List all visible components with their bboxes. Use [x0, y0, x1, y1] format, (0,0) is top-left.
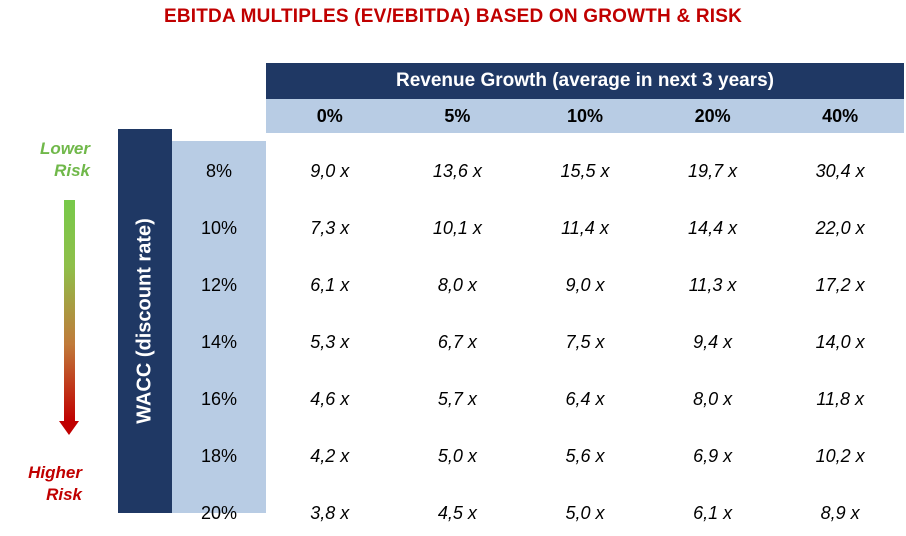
wacc-rate-cell: 14% [200, 331, 238, 352]
revenue-growth-header: Revenue Growth (average in next 3 years) [266, 63, 904, 99]
wacc-header-bar: WACC (discount rate) [118, 129, 172, 513]
multiple-cell: 22,0 x [815, 217, 865, 238]
multiple-cell: 5,0 x [437, 445, 477, 466]
rate-column-background [172, 141, 266, 513]
multiple-cell: 6,9 x [693, 445, 733, 466]
multiple-cell: 4,2 x [310, 445, 350, 466]
column-header-1: 5% [444, 105, 471, 126]
multiple-cell: 19,7 x [688, 160, 738, 181]
wacc-rate-cell: 12% [200, 274, 238, 295]
multiple-cell: 11,3 x [688, 274, 737, 295]
multiple-cell: 9,4 x [693, 331, 733, 352]
wacc-rate-cell: 10% [200, 217, 238, 238]
multiple-cell: 14,4 x [688, 217, 738, 238]
multiple-cell: 11,4 x [561, 217, 609, 238]
multiple-cell: 8,0 x [437, 274, 477, 295]
multiple-cell: 11,8 x [816, 388, 865, 409]
multiple-cell: 8,0 x [693, 388, 733, 409]
multiple-cell: 6,1 x [693, 502, 733, 523]
multiple-cell: 6,7 x [437, 331, 477, 352]
multiple-cell: 3,8 x [310, 502, 350, 523]
multiple-cell: 14,0 x [815, 331, 865, 352]
column-header-3: 20% [694, 105, 731, 126]
table-row: 12% 6,1 x 8,0 x 9,0 x 11,3 x 17,2 x [172, 262, 904, 308]
risk-arrow-shaft [64, 200, 75, 422]
risk-arrow-down-icon [59, 421, 79, 435]
table-row: 8% 9,0 x 13,6 x 15,5 x 19,7 x 30,4 x [172, 148, 904, 194]
table-row: 14% 5,3 x 6,7 x 7,5 x 9,4 x 14,0 x [172, 319, 904, 365]
table-row: 20% 3,8 x 4,5 x 5,0 x 6,1 x 8,9 x [172, 490, 904, 536]
column-header-0: 0% [316, 105, 343, 126]
multiple-cell: 9,0 x [565, 274, 605, 295]
multiple-cell: 5,6 x [565, 445, 605, 466]
multiple-cell: 8,9 x [820, 502, 860, 523]
multiple-cell: 10,1 x [432, 217, 482, 238]
multiple-cell: 30,4 x [815, 160, 865, 181]
multiple-cell: 5,0 x [565, 502, 605, 523]
column-header-4: 40% [822, 105, 859, 126]
multiple-cell: 4,5 x [437, 502, 477, 523]
multiple-cell: 17,2 x [815, 274, 865, 295]
multiple-cell: 6,4 x [565, 388, 605, 409]
multiple-cell: 5,3 x [310, 331, 350, 352]
wacc-rate-cell: 8% [205, 160, 232, 181]
multiple-cell: 4,6 x [310, 388, 350, 409]
multiple-cell: 6,1 x [310, 274, 350, 295]
wacc-rate-cell: 20% [200, 502, 238, 523]
wacc-label: WACC (discount rate) [133, 218, 156, 424]
multiple-cell: 7,3 x [310, 217, 350, 238]
table-row: 18% 4,2 x 5,0 x 5,6 x 6,9 x 10,2 x [172, 433, 904, 479]
lower-risk-label: Lower Risk [39, 139, 90, 180]
chart-title: EBITDA MULTIPLES (EV/EBITDA) BASED ON GR… [163, 6, 743, 27]
column-header-2: 10% [566, 105, 603, 126]
table-row: 10% 7,3 x 10,1 x 11,4 x 14,4 x 22,0 x [172, 205, 904, 251]
multiple-cell: 15,5 x [560, 160, 610, 181]
wacc-rate-cell: 16% [200, 388, 238, 409]
table-row: 16% 4,6 x 5,7 x 6,4 x 8,0 x 11,8 x [172, 376, 904, 422]
multiple-cell: 13,6 x [432, 160, 482, 181]
multiple-cell: 7,5 x [565, 331, 605, 352]
multiple-cell: 9,0 x [310, 160, 350, 181]
multiple-cell: 5,7 x [437, 388, 477, 409]
growth-column-headers: 0% 5% 10% 20% 40% [266, 99, 904, 133]
wacc-rate-cell: 18% [200, 445, 238, 466]
higher-risk-label: Higher Risk [28, 463, 82, 504]
multiple-cell: 10,2 x [815, 445, 865, 466]
